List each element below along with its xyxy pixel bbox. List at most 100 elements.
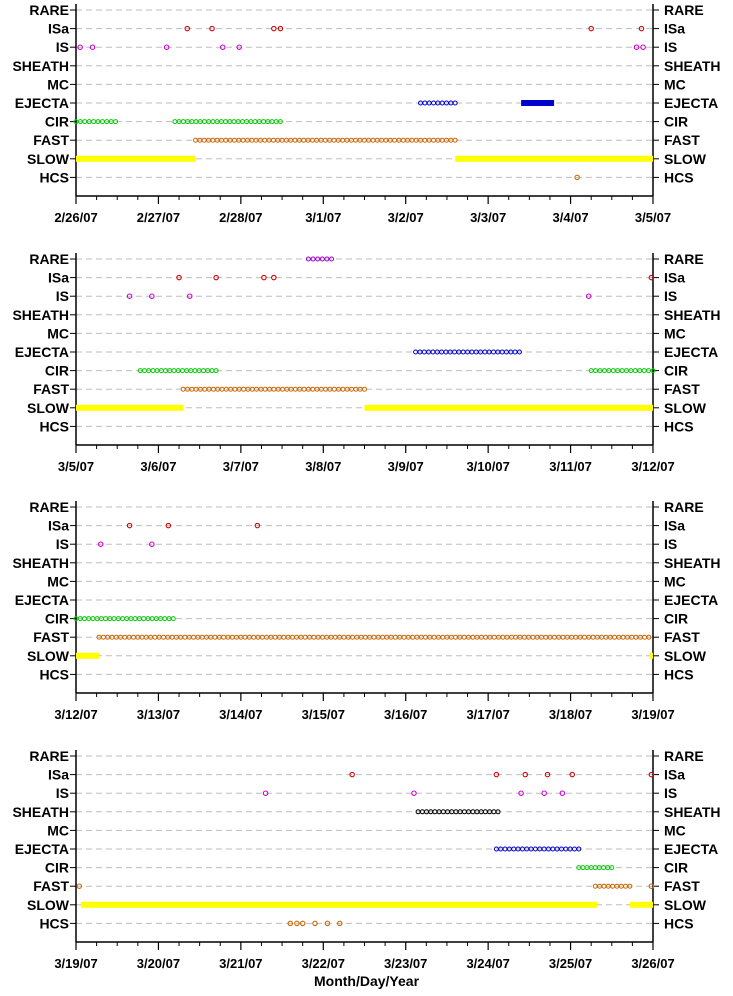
category-label-left: HCS: [39, 169, 69, 185]
category-label-right: HCS: [664, 169, 694, 185]
data-point: [171, 368, 177, 374]
x-tick-label: 3/8/07: [305, 459, 341, 474]
category-label-left: EJECTA: [15, 95, 69, 111]
series-cir: [137, 368, 656, 374]
data-point: [130, 634, 136, 640]
category-label-left: RARE: [29, 499, 69, 515]
series-is: [77, 44, 646, 50]
data-point: [231, 119, 237, 125]
data-point: [301, 386, 307, 392]
category-label-right: SHEATH: [664, 58, 721, 74]
series-fast: [76, 883, 655, 889]
category-label-right: ISa: [664, 21, 685, 37]
category-label-left: FAST: [33, 381, 69, 397]
category-label-left: EJECTA: [15, 841, 69, 857]
data-range-solid: [76, 404, 184, 411]
category-label-left: HCS: [39, 418, 69, 434]
category-label-right: ISa: [664, 270, 685, 286]
data-range-solid: [80, 901, 597, 908]
panel-1: RARE RARE ISa ISa IS IS SHEATH SHEATH MC MC EJECTA…: [12, 2, 720, 225]
data-point: [311, 634, 317, 640]
x-tick-label: 3/2/07: [388, 210, 424, 225]
data-point: [431, 634, 437, 640]
data-point: [77, 44, 83, 50]
data-point: [141, 616, 147, 622]
category-label-right: CIR: [664, 363, 688, 379]
data-point: [511, 846, 517, 852]
panel-3: RARE RARE ISa ISa IS IS SHEATH SHEATH MC MC EJECTA…: [12, 499, 720, 722]
series-ejecta: [413, 349, 522, 355]
x-tick-label: 3/19/07: [54, 956, 97, 971]
x-tick-label: 3/12/07: [54, 707, 97, 722]
category-label-right: IS: [664, 536, 677, 552]
data-range-solid: [649, 652, 653, 659]
data-point: [315, 256, 321, 262]
data-point: [213, 274, 219, 281]
data-point: [431, 137, 437, 143]
category-label-left: SHEATH: [12, 804, 69, 820]
data-point: [329, 256, 335, 262]
series-fast: [193, 137, 458, 143]
category-label-right: RARE: [664, 2, 704, 18]
series-slow: [76, 155, 653, 162]
data-point: [612, 634, 618, 640]
data-point: [541, 846, 547, 852]
x-tick-label: 3/11/07: [549, 459, 592, 474]
category-label-left: SHEATH: [12, 555, 69, 571]
category-label-left: MC: [47, 822, 69, 838]
data-point: [452, 137, 458, 143]
category-label-right: FAST: [664, 629, 700, 645]
data-point: [310, 256, 316, 262]
category-label-right: ISa: [664, 518, 685, 534]
category-label-left: ISa: [48, 270, 69, 286]
data-point: [241, 386, 247, 392]
category-label-left: SLOW: [27, 151, 70, 167]
x-tick-label: 2/26/07: [54, 210, 97, 225]
category-label-left: IS: [56, 288, 69, 304]
category-label-right: CIR: [664, 611, 688, 627]
data-point: [337, 920, 343, 927]
x-tick-label: 3/26/07: [631, 956, 674, 971]
data-point: [633, 44, 640, 50]
category-label-right: HCS: [664, 666, 694, 682]
x-tick-label: 2/28/07: [219, 210, 262, 225]
category-label-right: HCS: [664, 915, 694, 931]
category-label-left: RARE: [29, 748, 69, 764]
category-label-left: RARE: [29, 251, 69, 267]
data-point: [601, 883, 607, 889]
category-label-left: SHEATH: [12, 58, 69, 74]
series-ejecta: [493, 846, 582, 852]
data-point: [362, 386, 367, 392]
data-point: [640, 44, 646, 50]
category-label-right: FAST: [664, 381, 700, 397]
data-point: [271, 386, 277, 392]
series-ejecta: [418, 100, 555, 106]
data-point: [254, 522, 261, 529]
x-tick-label: 3/10/07: [466, 459, 509, 474]
data-point: [191, 634, 197, 640]
data-range-solid: [455, 155, 653, 162]
category-label-right: SHEATH: [664, 555, 721, 571]
data-point: [219, 44, 226, 50]
data-point: [571, 846, 577, 852]
x-tick-label: 3/5/07: [635, 210, 671, 225]
category-label-left: ISa: [48, 767, 69, 783]
data-point: [301, 137, 307, 143]
category-label-left: CIR: [45, 611, 69, 627]
category-label-right: CIR: [664, 860, 688, 876]
panel-4: RARE RARE ISa ISa IS IS SHEATH SHEATH MC MC EJECTA…: [12, 748, 720, 971]
data-point: [261, 274, 267, 281]
data-range-solid: [76, 155, 196, 162]
data-point: [176, 274, 182, 281]
data-point: [601, 865, 607, 871]
series-isa: [349, 771, 655, 778]
data-range-solid: [629, 901, 653, 908]
category-label-left: FAST: [33, 629, 69, 645]
series-slow: [76, 652, 653, 659]
category-label-right: EJECTA: [664, 95, 718, 111]
data-point: [324, 256, 330, 262]
x-tick-label: 3/12/07: [631, 459, 674, 474]
category-label-left: IS: [56, 785, 69, 801]
data-point: [574, 174, 580, 181]
